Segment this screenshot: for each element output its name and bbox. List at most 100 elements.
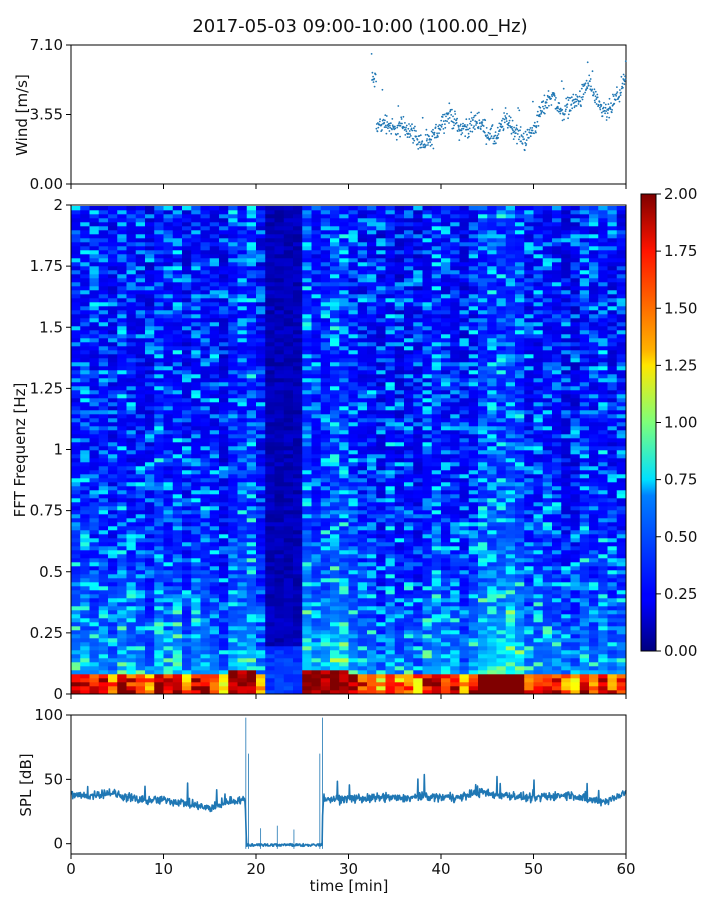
spectrogram-cell (237, 322, 248, 327)
spectrogram-cell (274, 262, 285, 267)
spectrogram-cell (89, 334, 100, 339)
spectrogram-cell (256, 410, 266, 415)
spectrogram-cell (191, 510, 201, 515)
spectrogram-cell (293, 366, 303, 371)
spectrogram-cell (265, 274, 275, 279)
wind-point (542, 100, 545, 103)
spectrogram-cell (376, 214, 386, 219)
spectrogram-cell (274, 422, 285, 427)
spectrogram-cell (320, 218, 331, 223)
spectrogram-cell (246, 498, 257, 503)
spectrogram-cell (330, 602, 340, 607)
spectrogram-cell (237, 298, 248, 303)
spectrogram-cell (209, 534, 220, 539)
spectrogram-cell (219, 658, 229, 663)
spectrogram-cell (302, 414, 312, 419)
spectrogram-cell (302, 506, 312, 511)
spectrogram-cell (191, 390, 201, 395)
spectrogram-cell (385, 390, 396, 395)
spectrogram-cell (126, 650, 137, 655)
spectrogram-cell (376, 250, 386, 255)
spectrogram-cell (117, 678, 127, 683)
wind-point (593, 99, 596, 102)
spectrogram-cell (302, 554, 312, 559)
spectrogram-cell (237, 234, 248, 239)
spectrogram-cell (385, 546, 396, 551)
spectrogram-cell (256, 350, 266, 355)
wind-point (496, 134, 499, 137)
spectrogram-cell (348, 630, 359, 635)
spectrogram-cell (228, 466, 238, 471)
spectrogram-cell (89, 626, 100, 631)
spectrogram-cell (135, 278, 146, 283)
spectrogram-cell (200, 334, 211, 339)
spectrogram-cell (191, 578, 201, 583)
spectrogram-cell (209, 338, 220, 343)
spectrogram-cell (182, 494, 192, 499)
spectrogram-cell (274, 406, 285, 411)
spectrogram-cell (274, 254, 285, 259)
spectrogram-cell (256, 238, 266, 243)
spectrogram-cell (219, 590, 229, 595)
spectrogram-cell (385, 322, 396, 327)
spectrogram-cell (80, 362, 90, 367)
spectrogram-cell (135, 258, 146, 263)
spectrogram-cell (71, 598, 81, 603)
spectrogram-cell (80, 558, 90, 563)
spectrogram-cell (89, 574, 100, 579)
wind-point (421, 116, 424, 119)
spectrogram-cell (311, 626, 322, 631)
wind-point (521, 143, 524, 145)
spectrogram-cell (367, 282, 377, 287)
spectrogram-cell (348, 590, 359, 595)
spectrogram-cell (191, 670, 201, 675)
wind-point (557, 107, 559, 109)
spectrogram-cell (228, 582, 238, 587)
spectrogram-cell (154, 354, 164, 359)
spectrogram-cell (246, 574, 257, 579)
spectrogram-cell (256, 522, 266, 527)
spectrogram-cell (182, 334, 192, 339)
spectrogram-cell (126, 662, 137, 667)
wind-point (472, 119, 474, 121)
spectrogram-cell (126, 550, 137, 555)
spectrogram-cell (311, 342, 322, 347)
spectrogram-cell (311, 642, 322, 647)
spectrogram-cell (357, 662, 368, 667)
spectrogram-cell (117, 690, 127, 695)
spectrogram-cell (293, 350, 303, 355)
spectrogram-cell (293, 462, 303, 467)
spectrogram-cell (302, 534, 312, 539)
spectrogram-cell (228, 534, 238, 539)
spectrogram-cell (265, 206, 275, 211)
spectrogram-cell (237, 314, 248, 319)
spectrogram-cell (348, 514, 359, 519)
spectrogram-cell (311, 690, 322, 695)
spectrogram-cell (182, 606, 192, 611)
spectrogram-cell (228, 274, 238, 279)
spectrogram-cell (98, 386, 109, 391)
spectrogram-cell (376, 542, 386, 547)
spectrogram-cell (348, 542, 359, 547)
spectrogram-cell (182, 510, 192, 515)
spectrogram-cell (274, 646, 285, 651)
spectrogram-cell (357, 686, 368, 691)
spectrogram-cell (376, 618, 386, 623)
spectrogram-cell (209, 670, 220, 675)
spectrogram-cell (339, 502, 349, 507)
spectrogram-cell (219, 250, 229, 255)
wind-point (377, 122, 379, 124)
spectrogram-cell (200, 678, 211, 683)
spectrogram-cell (209, 266, 220, 271)
spectrogram-cell (246, 278, 257, 283)
spectrogram-cell (385, 330, 396, 335)
spectrogram-cell (256, 390, 266, 395)
spectrogram-cell (89, 510, 100, 515)
spectrogram-cell (200, 558, 211, 563)
spectrogram-cell (209, 282, 220, 287)
spectrogram-cell (108, 362, 118, 367)
spectrogram-cell (339, 338, 349, 343)
spectrogram-cell (126, 610, 137, 615)
spectrogram-cell (311, 466, 322, 471)
spectrogram-cell (145, 222, 155, 227)
